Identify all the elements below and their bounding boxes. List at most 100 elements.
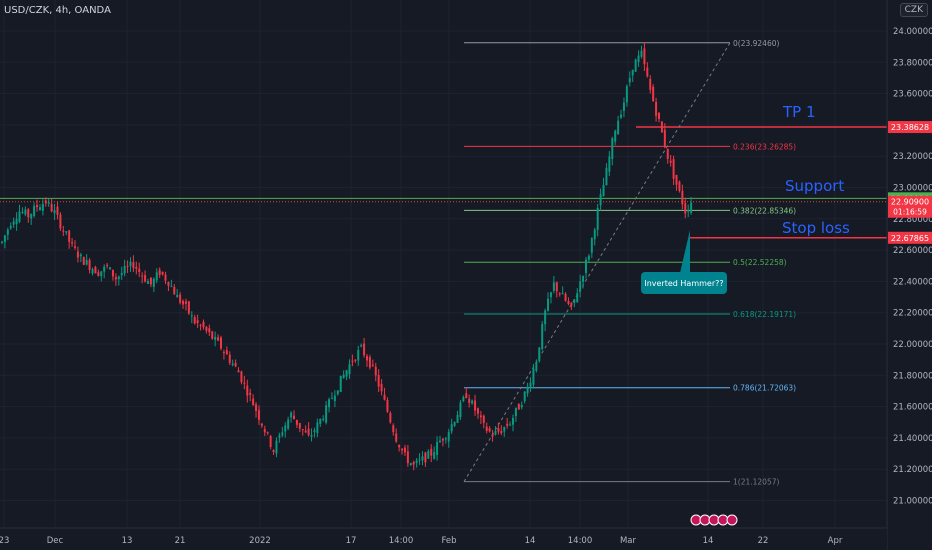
candle-body [465, 393, 468, 398]
candle-body [576, 293, 579, 303]
candle-body [3, 235, 6, 243]
candle-body [126, 266, 129, 268]
candle-body [155, 272, 158, 281]
fib-trend-line[interactable] [463, 42, 731, 482]
candle-body [687, 209, 690, 212]
symbol-title[interactable]: USD/CZK, 4h, OANDA [4, 5, 111, 16]
candle-body [392, 425, 395, 433]
candle-body [564, 293, 567, 301]
candle-body [652, 86, 655, 102]
candle-body [6, 229, 9, 235]
candle-body [114, 276, 117, 280]
candle-body [257, 410, 260, 420]
candle-body [88, 260, 91, 270]
candle-body [202, 321, 205, 328]
annotation-stop-loss[interactable]: Stop loss [782, 219, 850, 237]
annotation-support[interactable]: Support [785, 177, 844, 195]
candle-body [427, 451, 430, 459]
time-tick-label: 22 [758, 536, 769, 546]
time-tick-label: Feb [441, 536, 456, 546]
candle-body [555, 282, 558, 292]
candle-body [415, 460, 418, 463]
candle-body [561, 293, 564, 295]
candle-body [514, 407, 517, 417]
candle-body [97, 272, 100, 276]
candle-body [617, 120, 620, 135]
candle-body [403, 447, 406, 453]
candle-body [263, 429, 266, 433]
candle-body [12, 221, 15, 225]
annotation-tp1[interactable]: TP 1 [782, 103, 816, 121]
time-tick-label: 14 [703, 536, 714, 546]
candle-body [325, 405, 328, 423]
candle-body [363, 343, 366, 356]
candle-body [249, 392, 252, 395]
candle-body [602, 184, 605, 197]
candle-body [570, 302, 573, 306]
candle-body [503, 427, 506, 432]
price-tick-label: 23.80000 [893, 58, 932, 68]
time-tick-label: Mar [620, 536, 637, 546]
candle-body [547, 298, 550, 311]
callout-box[interactable] [641, 272, 727, 294]
candle-body [176, 294, 179, 298]
candle-body [374, 366, 377, 376]
candle-body [243, 382, 246, 384]
candle-body [65, 231, 68, 233]
candle-body [538, 347, 541, 362]
candle-body [217, 337, 220, 341]
price-tick-label: 23.00000 [893, 184, 932, 194]
candle-body [395, 433, 398, 442]
candle-body [313, 430, 316, 432]
fib-level-label: 0.382(22.85346) [733, 206, 796, 215]
price-tick-label: 24.00000 [893, 27, 932, 37]
time-tick-label: 17 [346, 536, 357, 546]
time-tick-label: 21 [175, 536, 186, 546]
candle-body [222, 352, 225, 354]
fib-level-label: 1(21.12057) [733, 478, 779, 487]
horizontal-levels[interactable] [0, 126, 887, 239]
time-axis[interactable] [0, 528, 887, 550]
candle-body [430, 448, 433, 456]
currency-badge[interactable]: CZK [899, 3, 928, 17]
candle-body [646, 67, 649, 77]
candle-body [228, 354, 231, 363]
candle-body [573, 299, 576, 303]
candle-body [214, 336, 217, 340]
price-tick-label: 22.80000 [893, 215, 932, 225]
candle-body [94, 266, 97, 274]
candle-body [9, 225, 12, 229]
annotations[interactable]: TP 1 Support Stop loss Inverted Hammer?? [641, 103, 850, 294]
candle-body [620, 114, 623, 118]
events-icons[interactable] [690, 514, 738, 526]
candle-body [193, 317, 196, 324]
candle-body [371, 364, 374, 366]
level-price-tag [888, 121, 932, 134]
time-tick-label: Dec [47, 536, 64, 546]
candle-body [441, 438, 444, 441]
candle-body [500, 431, 503, 434]
candle-body [316, 422, 319, 433]
time-tick-label: 2022 [249, 536, 271, 546]
candle-body [298, 423, 301, 429]
candle-body [409, 463, 412, 466]
candle-body [330, 398, 333, 400]
candle-body [240, 371, 243, 383]
candle-body [38, 207, 41, 211]
candle-body [266, 432, 269, 434]
candle-body [211, 331, 214, 339]
candle-body [287, 419, 290, 429]
fib-level-label: 0(23.92460) [733, 39, 779, 48]
candle-body [208, 328, 211, 333]
price-axis[interactable] [887, 0, 932, 528]
candle-body [205, 326, 208, 331]
annotation-inverted-hammer[interactable]: Inverted Hammer?? [644, 279, 723, 288]
candle-body [284, 425, 287, 432]
candle-body [389, 412, 392, 423]
candle-body [100, 271, 103, 277]
candle-body [246, 385, 249, 396]
candle-body [669, 160, 672, 163]
candle-body [544, 310, 547, 325]
